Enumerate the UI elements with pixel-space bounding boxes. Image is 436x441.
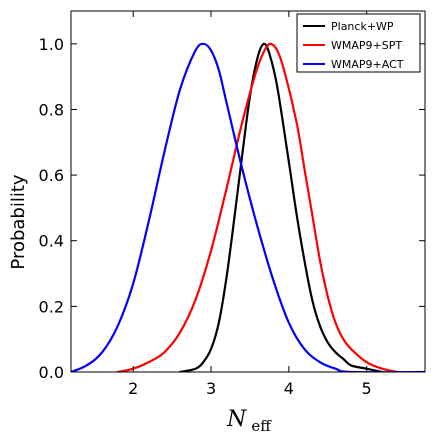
y-tick-label: 0.2 bbox=[39, 297, 64, 316]
plot-area bbox=[71, 42, 425, 372]
series-line-wmap9-act bbox=[71, 42, 425, 372]
x-axis-label-main: N bbox=[226, 407, 247, 432]
x-tick-label: 3 bbox=[206, 379, 216, 398]
series-group bbox=[71, 42, 425, 372]
series-line-wmap9-spt bbox=[116, 42, 399, 372]
axes-frame bbox=[70, 10, 426, 373]
y-tick-label: 0.4 bbox=[39, 232, 64, 251]
y-tick-label: 0.6 bbox=[39, 166, 64, 185]
legend-label-wmap9-spt: WMAP9+SPT bbox=[331, 39, 402, 52]
legend-label-planck-wp: Planck+WP bbox=[331, 20, 394, 33]
x-axis-label-subscript: eff bbox=[251, 417, 272, 435]
legend-label-wmap9-act: WMAP9+ACT bbox=[331, 58, 404, 71]
axis-labels: Probability N eff bbox=[8, 174, 272, 435]
x-tick-label: 2 bbox=[128, 379, 138, 398]
y-tick-label: 1.0 bbox=[39, 35, 64, 54]
legend-box bbox=[296, 13, 421, 73]
x-axis-label: N eff bbox=[226, 407, 272, 435]
y-tick-label: 0.8 bbox=[39, 100, 64, 119]
legend: Planck+WP WMAP9+SPT WMAP9+ACT bbox=[296, 13, 421, 73]
x-tick-label: 5 bbox=[362, 379, 372, 398]
axes-layer: 2 3 4 5 0.0 0.2 0.4 0.6 0.8 1.0 bbox=[39, 10, 426, 398]
y-tick-label: 0.0 bbox=[39, 363, 64, 382]
series-line-planck-wp bbox=[178, 42, 384, 372]
x-tick-label: 4 bbox=[284, 379, 294, 398]
y-axis-label: Probability bbox=[8, 174, 29, 269]
